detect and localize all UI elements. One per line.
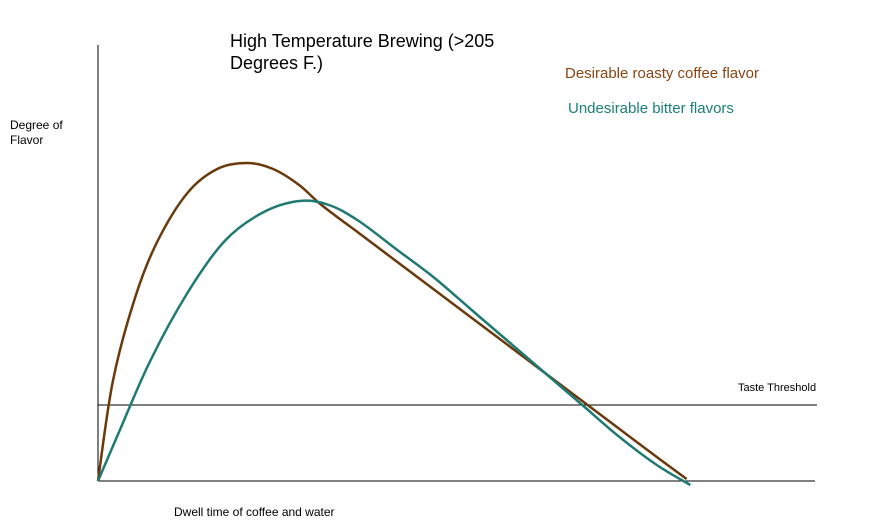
series-line-roasty [96,161,688,482]
series-line-bitter [96,199,691,487]
y-axis-label-line-1: Degree of [10,118,63,132]
y-axis-label-line-2: Flavor [10,133,44,147]
x-axis-label: Dwell time of coffee and water [174,505,335,519]
chart-title-line-1: High Temperature Brewing (>205 [230,31,495,51]
legend-item-roasty: Desirable roasty coffee flavor [565,65,759,82]
chart-title-line-2: Degrees F.) [230,53,324,73]
taste-threshold-label: Taste Threshold [738,382,817,394]
legend-item-bitter: Undesirable bitter flavors [568,100,734,117]
